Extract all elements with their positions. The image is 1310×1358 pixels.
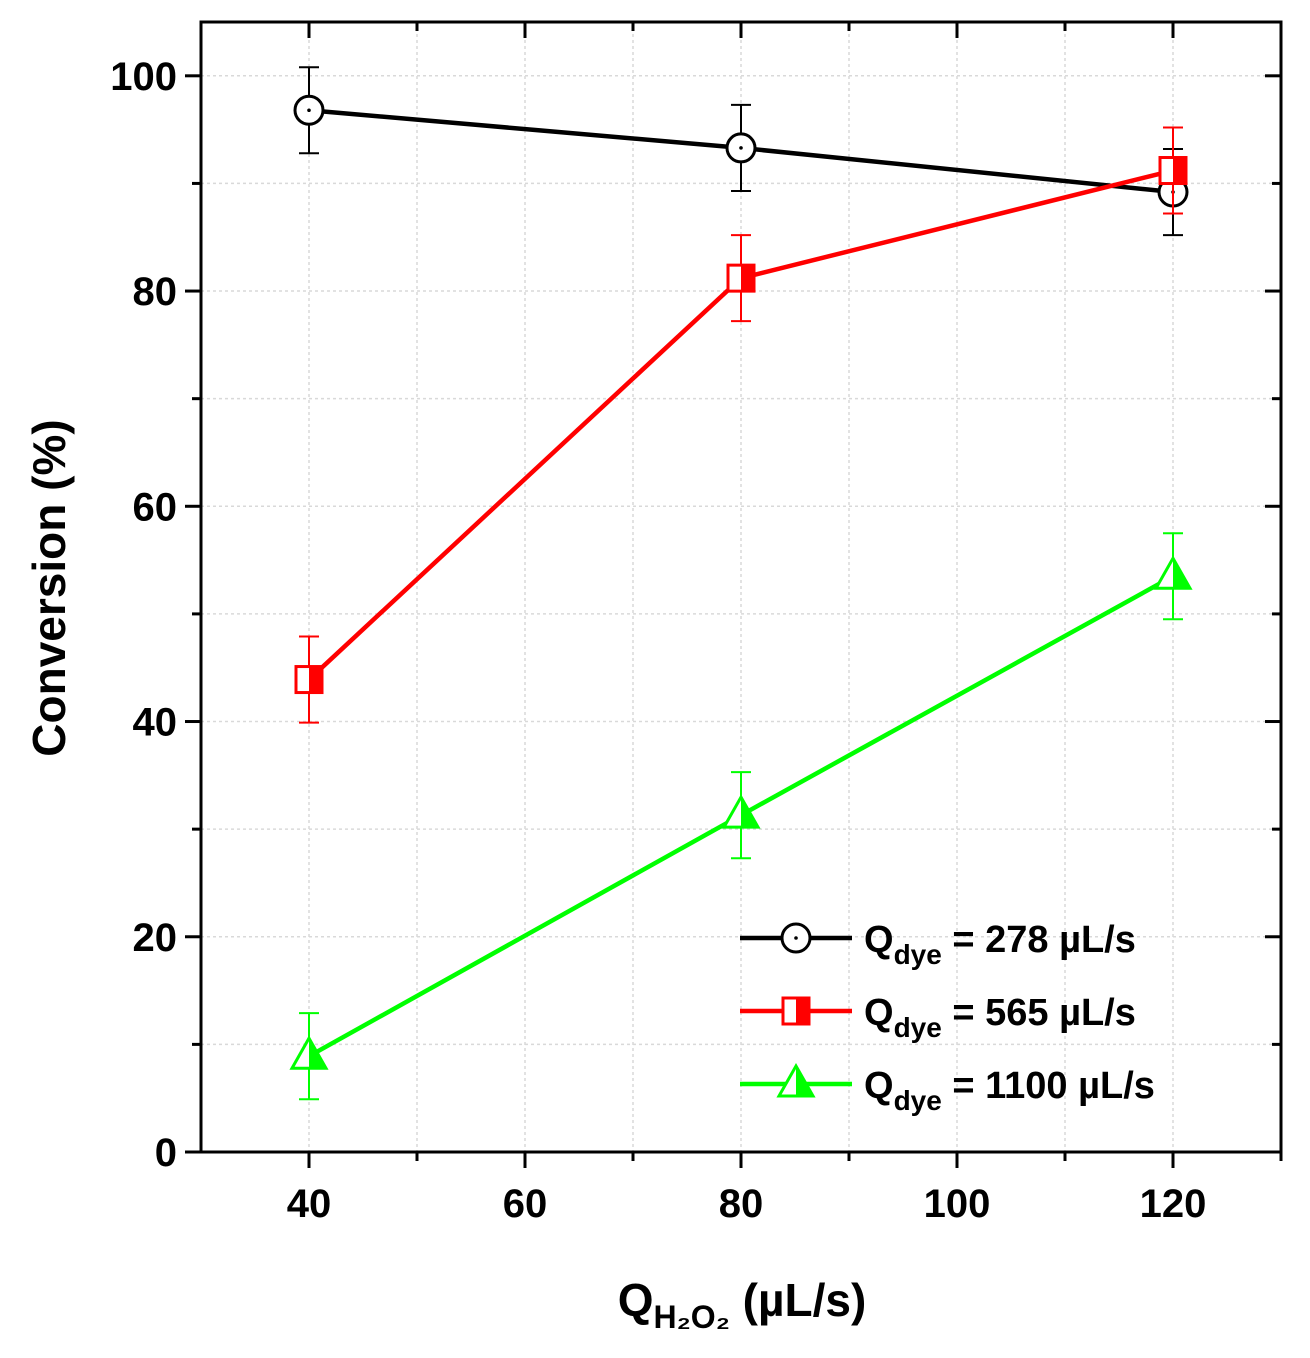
data-point [289,1035,329,1070]
marker-fill-half [796,998,809,1024]
y-tick-label: 40 [133,701,178,745]
legend-entry-1: Qdye = 278 µL/s [740,919,1136,970]
x-tick-label: 120 [1140,1182,1207,1226]
series-3 [289,532,1193,1101]
data-point [721,794,761,829]
legend-label-sub: dye [894,939,942,970]
marker-fill-half [309,666,322,693]
legend-label-rest: = 278 µL/s [942,919,1136,961]
legend-label-main: Q [864,992,894,1034]
x-axis-title-sub: H₂O₂ [653,1299,729,1335]
x-tick-label: 80 [719,1182,764,1226]
marker-square [1158,156,1188,186]
x-tick-label: 40 [287,1182,332,1226]
data-point [726,263,756,293]
data-point [1153,555,1193,590]
x-axis-title: QH₂O₂ (µL/s) [618,1274,867,1335]
marker-dot [794,936,798,940]
legend-entry-3: Qdye = 1100 µL/s [740,1062,1155,1116]
y-tick-label: 100 [110,55,177,99]
y-tick-label: 20 [133,916,178,960]
x-axis-title-unit: (µL/s) [730,1274,866,1326]
y-tick-label: 60 [133,485,178,529]
marker-square [726,263,756,293]
legend-label: Qdye = 278 µL/s [864,919,1136,970]
legend-label-sub: dye [894,1012,942,1043]
x-axis-title-main: Q [618,1274,654,1326]
marker-fill-half [1173,157,1186,184]
series-group [289,66,1193,1101]
legend-label-main: Q [864,919,894,961]
data-point [293,94,325,126]
legend-label: Qdye = 1100 µL/s [864,1065,1155,1116]
marker-square [781,996,811,1026]
legend-label-main: Q [864,1065,894,1107]
legend-label-rest: = 1100 µL/s [942,1065,1155,1107]
legend-swatch-marker [781,996,811,1026]
marker-triangle [776,1062,816,1098]
marker-triangle [721,794,761,829]
legend-label: Qdye = 565 µL/s [864,992,1136,1043]
data-point [725,132,757,164]
x-tick-label: 60 [503,1182,548,1226]
y-axis-title: Conversion (%) [23,419,75,756]
legend-swatch-marker [776,1062,816,1098]
legend-label-rest: = 565 µL/s [942,992,1136,1034]
x-tick-label: 100 [924,1182,991,1226]
axes: 40 60 80 100 120 0 20 40 60 80 100 [110,20,1283,1226]
marker-dot [307,108,311,113]
data-point [294,665,324,695]
legend-entry-2: Qdye = 565 µL/s [740,992,1136,1043]
marker-dot [739,146,743,150]
legend-swatch-marker [780,922,812,954]
marker-triangle [289,1035,329,1070]
marker-triangle [1153,555,1193,590]
plot-frame [199,20,1283,1154]
data-point [1158,156,1188,186]
y-tick-label: 0 [155,1131,177,1175]
legend-label-sub: dye [894,1085,942,1116]
y-tick-label: 80 [133,270,178,314]
marker-square [294,665,324,695]
series-2 [294,126,1188,724]
marker-fill-half [741,265,754,292]
